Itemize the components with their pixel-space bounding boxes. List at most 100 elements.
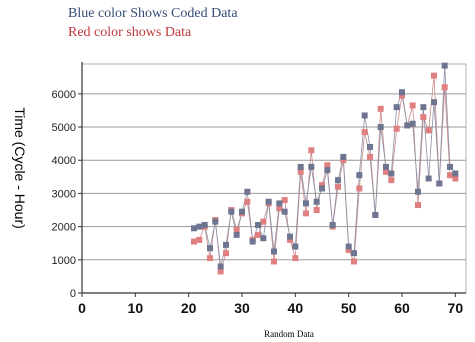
data-point [436, 180, 443, 187]
data-point [425, 175, 432, 182]
x-tick-label: 30 [234, 300, 250, 316]
data-point [260, 235, 267, 242]
x-axis-label: Random Data [264, 329, 314, 339]
data-point [399, 89, 405, 96]
data-point [415, 202, 421, 209]
data-point [276, 205, 283, 212]
x-tick-label: 60 [394, 300, 410, 316]
data-point [351, 250, 357, 257]
data-point [388, 170, 395, 177]
data-point [276, 200, 283, 207]
data-point [335, 177, 341, 184]
data-point [303, 210, 309, 217]
data-point [351, 258, 357, 265]
y-tick-label: 3000 [52, 188, 76, 200]
x-tick-label: 50 [341, 300, 357, 316]
x-tick-label: 70 [448, 300, 464, 316]
data-point [431, 99, 437, 106]
data-point [345, 246, 352, 253]
data-point [340, 153, 347, 160]
data-point [399, 92, 405, 99]
legend-data: Red color shows Data [68, 25, 192, 40]
data-point [361, 112, 368, 119]
data-point [281, 208, 288, 215]
data-point [415, 188, 421, 195]
data-point [319, 185, 325, 192]
data-point [308, 163, 315, 170]
data-point [324, 162, 331, 169]
y-tick-label: 5000 [52, 122, 76, 134]
data-point [388, 177, 395, 184]
y-tick-label: 4000 [52, 155, 76, 167]
data-point [191, 225, 197, 232]
data-point [319, 182, 325, 189]
data-point [393, 104, 400, 111]
data-point [420, 104, 427, 111]
data-point [431, 72, 437, 79]
data-point [313, 198, 320, 205]
data-point [447, 163, 453, 170]
data-point [377, 124, 384, 131]
data-point [303, 200, 309, 207]
data-point [212, 218, 219, 225]
data-point [383, 168, 389, 175]
data-point [335, 183, 341, 190]
data-point [297, 168, 304, 175]
data-point [404, 122, 411, 129]
y-tick-label: 2000 [52, 222, 76, 234]
data-point [356, 185, 363, 192]
data-point [452, 175, 459, 182]
data-point [281, 197, 288, 204]
data-point [377, 105, 384, 112]
data-point [356, 172, 363, 179]
data-point [233, 231, 240, 238]
data-point [244, 198, 251, 205]
data-point [207, 255, 213, 262]
data-point [271, 258, 277, 265]
data-point [287, 233, 293, 240]
data-point [196, 236, 203, 243]
y-tick-label: 6000 [52, 89, 76, 101]
legend-coded-data: Blue color Shows Coded Data [68, 6, 238, 21]
data-point [409, 120, 416, 127]
data-point [265, 198, 272, 205]
data-point [367, 153, 373, 160]
data-point [217, 268, 224, 275]
data-point [409, 102, 416, 109]
data-point [239, 208, 245, 215]
data-point [244, 188, 251, 195]
data-point [393, 125, 400, 132]
x-tick-label: 10 [128, 300, 144, 316]
data-point [287, 236, 293, 243]
data-point [207, 245, 213, 252]
x-tick-label: 0 [78, 300, 86, 316]
data-point [425, 127, 432, 134]
data-point [228, 208, 235, 215]
data-point [255, 231, 261, 238]
data-point [297, 163, 304, 170]
data-point [329, 221, 336, 228]
data-point [308, 147, 315, 154]
data-point [452, 170, 459, 177]
data-point [292, 255, 299, 262]
data-point [361, 129, 368, 136]
data-point [345, 243, 352, 250]
data-point [292, 243, 299, 250]
x-tick-label: 20 [181, 300, 197, 316]
data-point [196, 223, 203, 230]
data-point [233, 226, 240, 233]
data-point [324, 167, 331, 174]
data-point [441, 62, 448, 69]
data-point [260, 218, 267, 225]
data-point [217, 263, 224, 270]
data-point [223, 241, 229, 248]
data-point [201, 221, 208, 228]
data-point [191, 238, 197, 245]
data-point [383, 163, 389, 170]
data-point [223, 250, 229, 257]
data-point [447, 172, 453, 179]
y-tick-label: 1000 [52, 255, 76, 267]
data-point [420, 114, 427, 121]
data-point [367, 143, 373, 150]
